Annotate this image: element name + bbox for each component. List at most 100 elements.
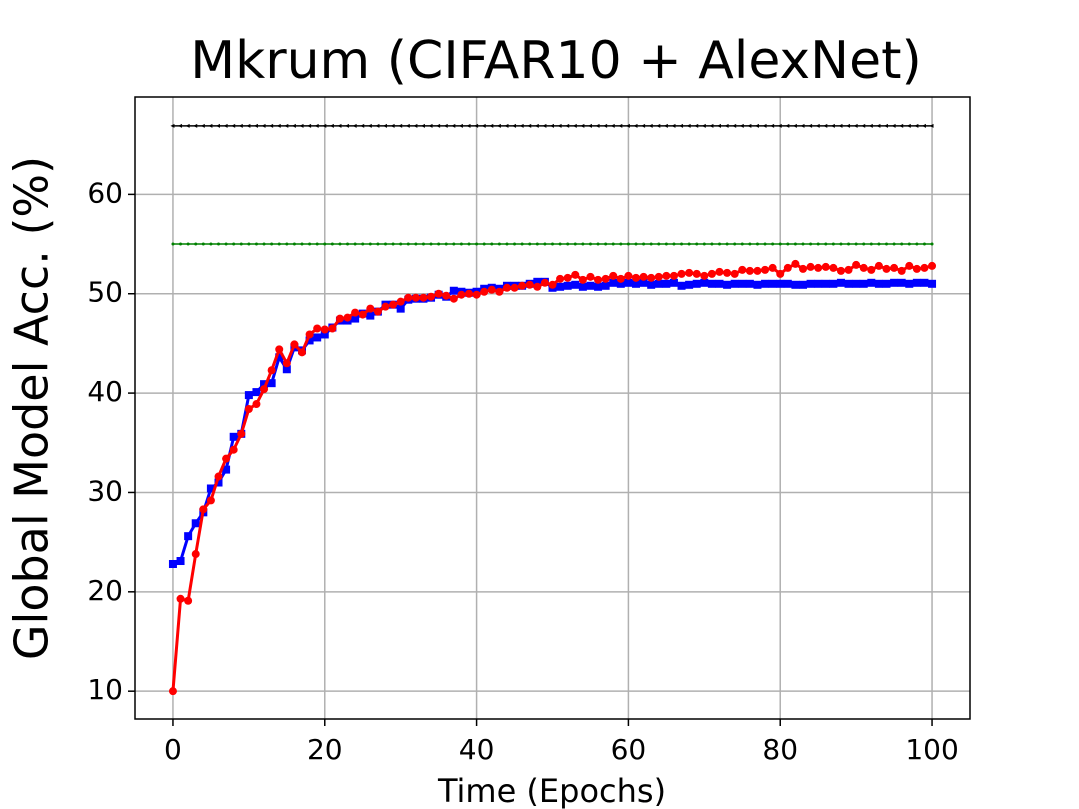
marker (685, 280, 694, 289)
marker (367, 123, 372, 128)
marker (641, 123, 646, 128)
marker (444, 242, 448, 246)
chart-title: Mkrum (CIFAR10 + AlexNet) (190, 31, 922, 91)
marker (680, 242, 684, 246)
marker (179, 242, 183, 246)
marker (238, 123, 243, 128)
marker (330, 242, 334, 246)
marker (745, 279, 754, 288)
marker (907, 242, 911, 246)
marker (768, 263, 777, 272)
marker (616, 279, 625, 288)
marker (267, 379, 276, 388)
marker (487, 285, 496, 294)
marker (808, 123, 813, 128)
marker (519, 123, 524, 128)
marker (581, 242, 585, 246)
marker (194, 242, 198, 246)
marker (420, 123, 425, 128)
marker (490, 242, 494, 246)
marker (710, 242, 714, 246)
marker (361, 242, 365, 246)
marker (178, 123, 183, 128)
marker (533, 282, 542, 291)
marker (389, 300, 398, 309)
marker (897, 266, 906, 275)
y-tick-label: 30 (87, 474, 123, 507)
marker (799, 264, 807, 273)
marker (452, 242, 456, 246)
marker (669, 278, 678, 287)
marker (718, 242, 721, 246)
marker (890, 263, 899, 272)
marker (830, 123, 835, 128)
marker (467, 242, 471, 246)
series-line (172, 280, 933, 566)
marker (776, 269, 785, 278)
marker (920, 278, 929, 287)
marker (771, 242, 775, 246)
marker (821, 262, 830, 271)
marker (239, 242, 243, 246)
marker (768, 279, 777, 288)
marker (246, 123, 251, 128)
marker (217, 242, 220, 246)
marker (594, 275, 603, 284)
marker (869, 242, 873, 246)
marker (262, 242, 266, 246)
marker (449, 286, 458, 295)
marker (360, 123, 365, 128)
marker (184, 532, 193, 541)
marker (381, 302, 390, 311)
marker (548, 280, 557, 289)
marker (717, 123, 721, 128)
marker (707, 269, 716, 278)
marker (510, 283, 519, 292)
marker (715, 279, 724, 288)
marker (846, 123, 851, 128)
marker (831, 242, 835, 246)
marker (534, 123, 539, 128)
marker (186, 242, 190, 246)
marker (928, 261, 937, 270)
marker (874, 279, 883, 288)
marker (685, 268, 694, 277)
marker (406, 242, 410, 246)
marker (232, 242, 236, 246)
marker (566, 242, 570, 246)
marker (702, 242, 706, 246)
marker (867, 278, 876, 287)
marker (662, 271, 671, 280)
marker (695, 242, 699, 246)
marker (876, 123, 881, 128)
marker (700, 278, 709, 287)
marker (270, 242, 274, 246)
marker (700, 271, 709, 280)
marker (738, 279, 747, 288)
marker (639, 272, 648, 281)
marker (277, 242, 281, 246)
marker (384, 242, 387, 246)
marker (905, 279, 914, 288)
marker (285, 242, 289, 246)
marker (701, 123, 706, 128)
marker (657, 242, 661, 246)
x-tick-label: 100 (905, 733, 958, 766)
marker (244, 404, 253, 413)
marker (601, 281, 610, 290)
marker (748, 242, 752, 246)
marker (252, 400, 261, 409)
marker (885, 242, 888, 246)
marker (801, 242, 805, 246)
marker (715, 267, 724, 276)
marker (677, 269, 686, 278)
marker (358, 310, 367, 319)
marker (308, 242, 312, 246)
marker (229, 445, 238, 454)
x-tick-label: 0 (164, 733, 182, 766)
marker (877, 242, 881, 246)
marker (396, 304, 405, 313)
marker (496, 123, 501, 128)
marker (550, 123, 554, 128)
